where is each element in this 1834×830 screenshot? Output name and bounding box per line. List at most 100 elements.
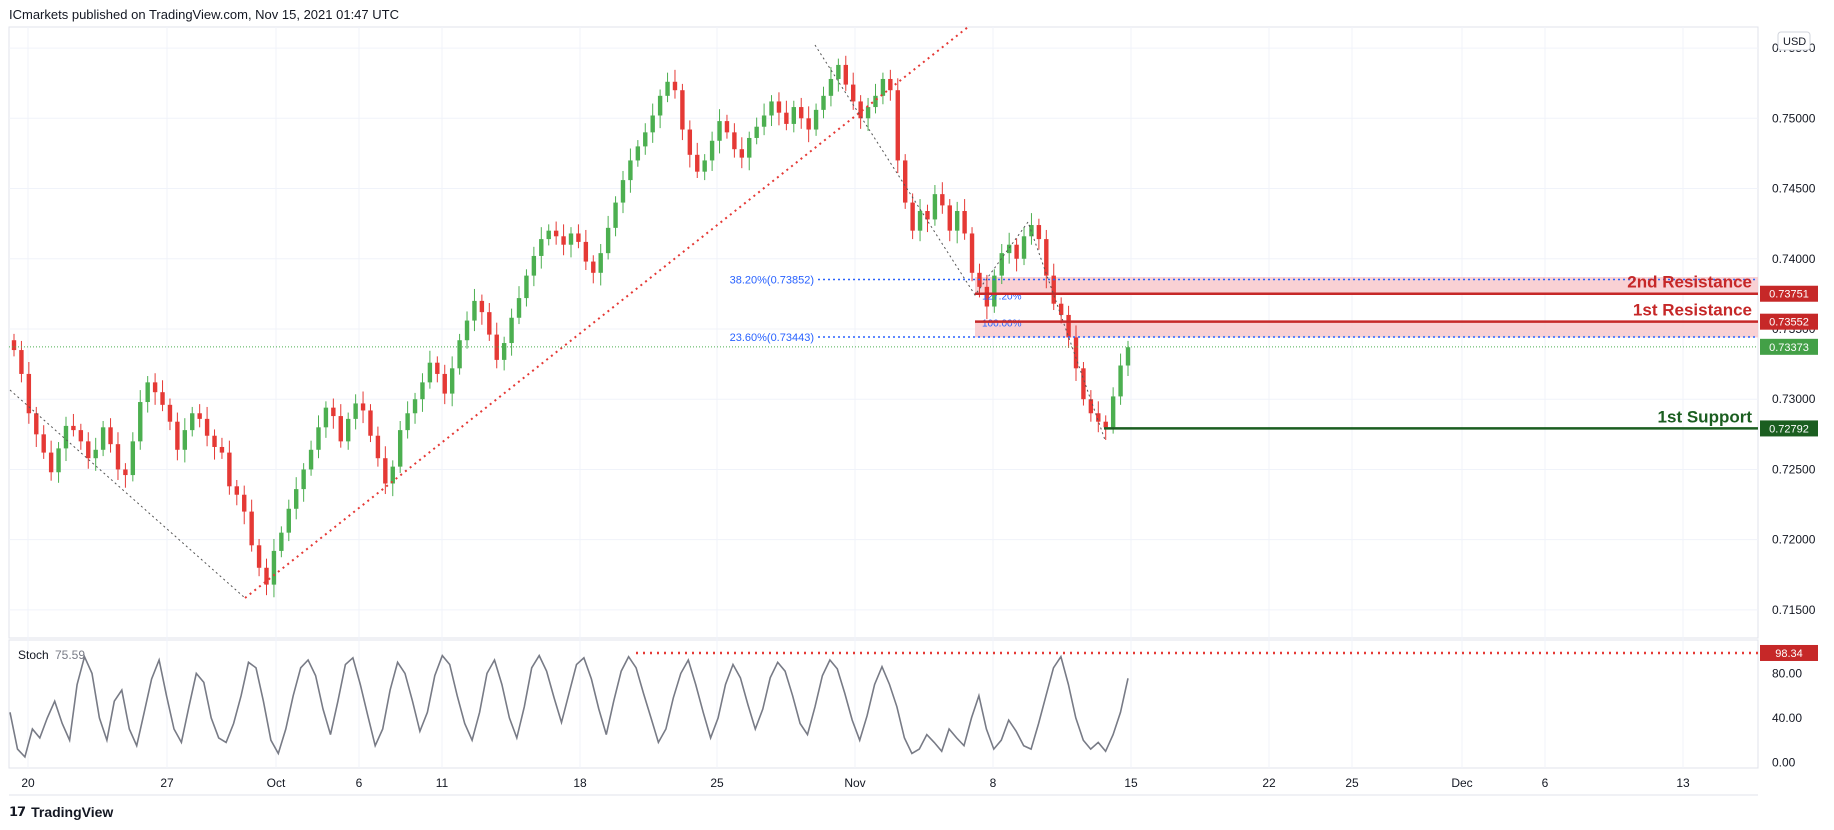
resistance-1-label: 1st Resistance	[1633, 301, 1752, 320]
candle-body	[568, 233, 574, 245]
candle-body	[100, 427, 106, 450]
time-tick-label: 8	[990, 776, 997, 790]
candle-body	[591, 261, 596, 273]
fib-swing-lines	[814, 44, 1106, 441]
candle-body	[130, 441, 136, 476]
tradingview-logo-icon: 𝟭𝟳	[9, 804, 26, 819]
candles	[11, 55, 1131, 598]
candle-body	[665, 81, 670, 96]
candle-body	[1014, 244, 1019, 259]
candle-body	[524, 275, 529, 299]
stoch-tick-label: 80.00	[1772, 666, 1802, 680]
candle-body	[962, 211, 967, 234]
candle-body	[346, 418, 351, 442]
resistance-2-label: 2nd Resistance	[1627, 273, 1752, 292]
candle-body	[776, 101, 782, 113]
axes: 0.755000.750000.745000.740000.735000.730…	[21, 31, 1818, 790]
candle-body	[531, 255, 537, 276]
candle-body	[48, 452, 54, 473]
stoch-pane-frame	[8, 639, 1759, 769]
candle-body	[383, 458, 388, 484]
time-tick-label: 25	[1345, 776, 1359, 790]
time-tick-label: 11	[436, 776, 449, 790]
candle-body	[412, 399, 418, 414]
candle-body	[1073, 337, 1079, 369]
candle-body	[1118, 365, 1123, 397]
tradingview-brand[interactable]: 𝟭𝟳 TradingView	[9, 804, 113, 820]
candle-body	[598, 253, 603, 273]
candle-body	[628, 160, 633, 181]
candle-body	[672, 81, 678, 91]
candle-body	[323, 407, 329, 428]
stoch-line	[9, 653, 1129, 759]
price-tick-label: 0.75000	[1772, 111, 1816, 125]
resistance-2-price-text: 0.73751	[1769, 289, 1809, 301]
candle-body	[71, 425, 76, 431]
candle-body	[197, 413, 202, 419]
candle-body	[41, 434, 46, 453]
stoch-title: Stoch	[18, 648, 49, 662]
candle-body	[583, 241, 589, 262]
candle-body	[888, 78, 893, 91]
stoch-value: 75.59	[55, 648, 85, 662]
time-tick-label: 27	[160, 776, 174, 790]
candle-body	[1125, 347, 1131, 366]
candle-body	[368, 410, 373, 436]
candle-body	[435, 362, 440, 374]
candle-body	[539, 239, 544, 256]
candle-body	[769, 101, 774, 116]
candle-body	[932, 194, 938, 220]
time-tick-label: 6	[356, 776, 363, 790]
candle-body	[806, 118, 811, 130]
candle-body	[152, 382, 158, 393]
resistance-zone-2	[975, 277, 1758, 294]
candle-body	[695, 154, 700, 172]
time-tick-label: 18	[573, 776, 587, 790]
candle-body	[271, 550, 277, 585]
time-tick-label: Nov	[844, 776, 865, 790]
candle-body	[1081, 368, 1086, 400]
candle-body	[219, 446, 225, 453]
candle-body	[813, 109, 819, 130]
candle-body	[984, 286, 990, 307]
candle-body	[160, 392, 165, 405]
resistance-1-price-tag	[1760, 313, 1818, 330]
resistance-zone-1	[975, 321, 1758, 338]
stoch-level-tag	[1760, 644, 1818, 661]
candle-body	[754, 126, 759, 138]
time-tick-label: 6	[1542, 776, 1549, 790]
fib-ext-label: 127.20%	[982, 292, 1022, 303]
candle-body	[242, 494, 247, 512]
price-tick-label: 0.74000	[1772, 252, 1816, 266]
candle-body	[427, 362, 433, 383]
candle-body	[643, 132, 648, 147]
current-price-text: 0.73373	[1769, 342, 1809, 354]
candle-body	[836, 64, 841, 79]
time-tick-label: 25	[710, 776, 724, 790]
candle-body	[1103, 421, 1108, 428]
candle-body	[182, 430, 188, 450]
candle-body	[613, 202, 618, 228]
currency-label: USD	[1783, 36, 1806, 48]
candle-body	[19, 350, 24, 374]
candle-body	[86, 441, 91, 459]
candle-body	[1044, 239, 1049, 276]
candle-body	[63, 425, 69, 449]
candle-body	[501, 343, 507, 360]
candle-body	[11, 340, 17, 351]
stoch-pane: Stoch 75.59	[9, 648, 1758, 759]
candle-body	[747, 137, 752, 158]
currency-badge	[1777, 31, 1811, 51]
candle-body	[360, 403, 366, 411]
publisher-line: ICmarkets published on TradingView.com, …	[9, 7, 399, 22]
candle-body	[1058, 303, 1064, 315]
candle-body	[702, 160, 707, 172]
candle-body	[472, 300, 477, 321]
candle-body	[34, 413, 39, 435]
candle-body	[353, 403, 358, 419]
candle-body	[1021, 236, 1027, 259]
fib-ext-label: 100.00%	[982, 319, 1022, 330]
stoch-level-text: 98.34	[1775, 648, 1803, 660]
candle-body	[546, 230, 551, 240]
